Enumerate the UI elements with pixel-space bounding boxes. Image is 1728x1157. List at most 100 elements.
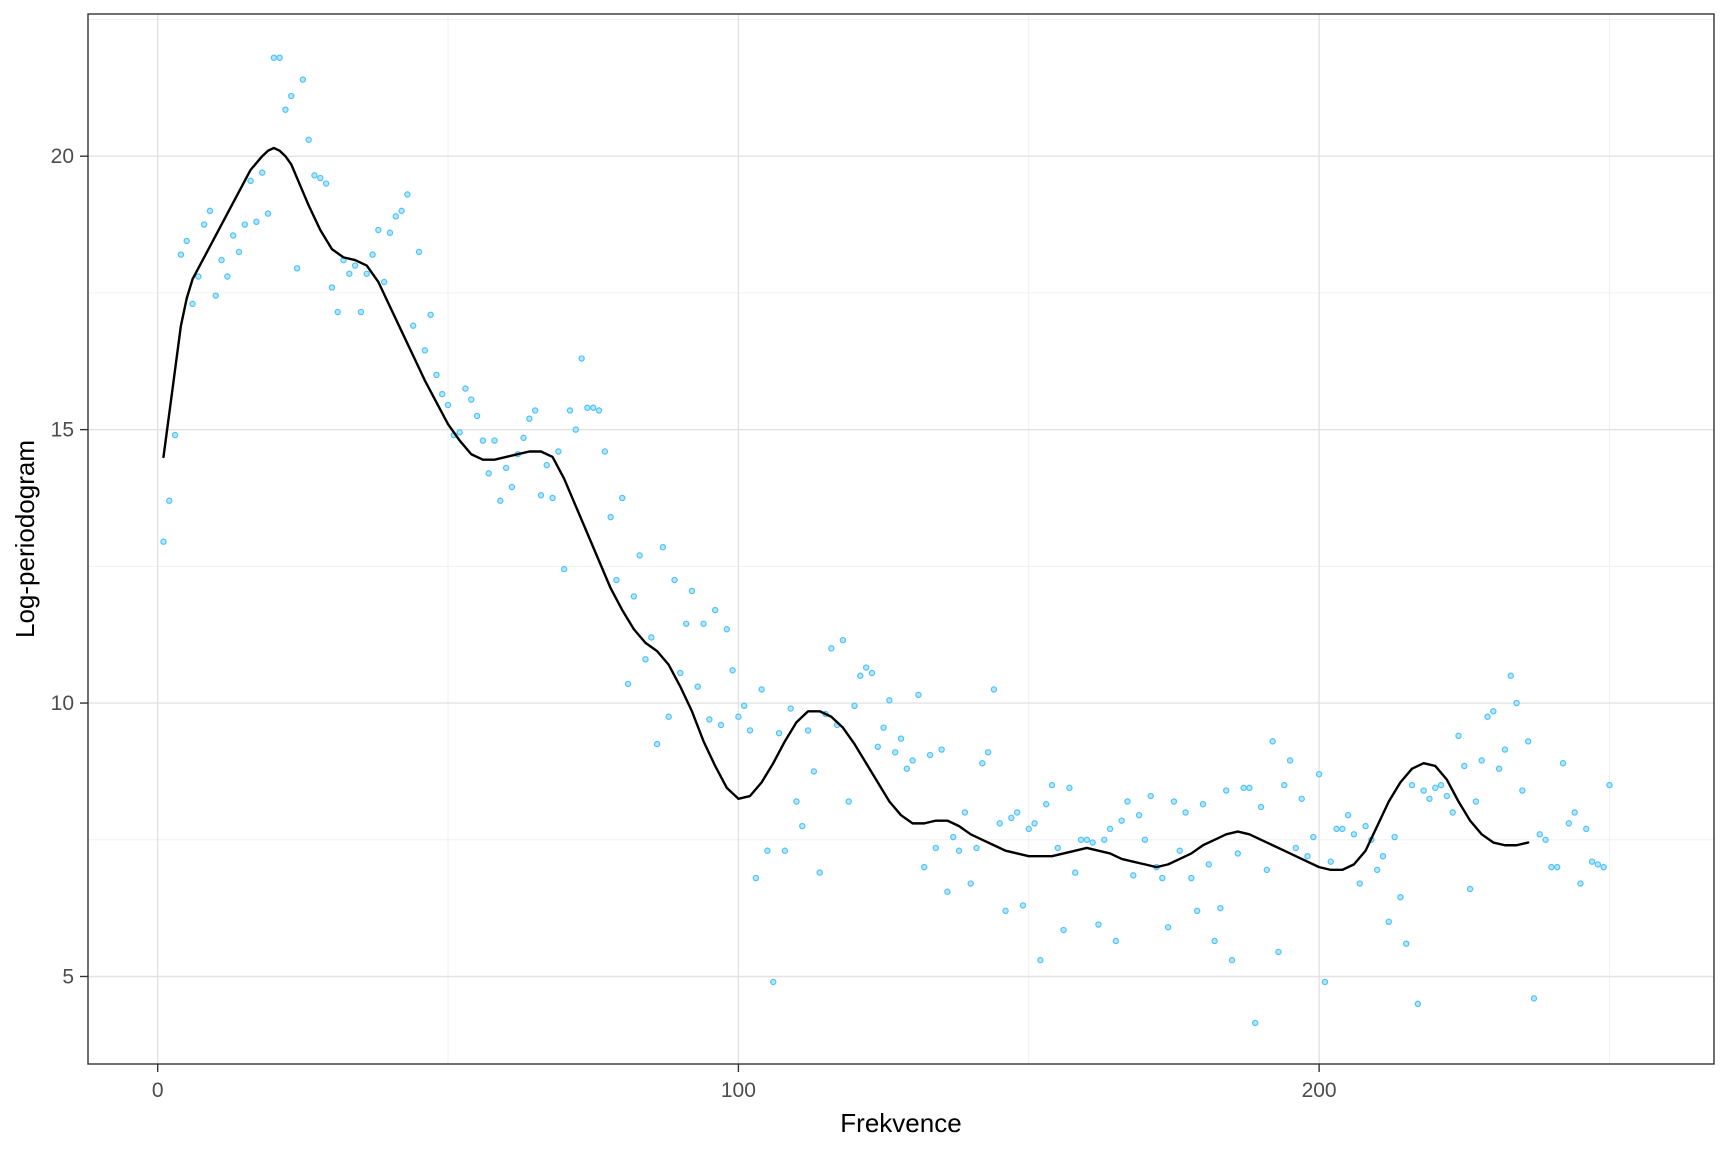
data-point: [642, 656, 649, 663]
data-point: [1025, 825, 1032, 833]
data-point: [1222, 787, 1230, 794]
data-point: [711, 606, 719, 614]
data-point: [839, 636, 847, 644]
data-point: [746, 727, 754, 734]
data-point: [1507, 672, 1514, 679]
data-point: [1321, 978, 1329, 986]
data-point: [979, 760, 986, 767]
data-point: [1344, 811, 1352, 819]
data-point: [613, 576, 620, 584]
data-point: [1327, 858, 1334, 865]
data-point: [375, 226, 382, 234]
data-point: [1501, 746, 1509, 753]
data-point: [793, 798, 800, 805]
data-point: [311, 172, 318, 179]
data-point: [961, 809, 969, 816]
data-point: [160, 538, 167, 545]
data-point: [1443, 792, 1451, 800]
data-point: [868, 669, 876, 677]
data-point: [1193, 907, 1201, 915]
data-point: [1042, 801, 1050, 808]
data-point: [1536, 831, 1543, 838]
data-point: [1281, 781, 1288, 789]
data-point: [578, 355, 585, 362]
data-point: [1060, 926, 1067, 934]
data-point: [1437, 781, 1445, 789]
data-point: [346, 270, 353, 277]
data-point: [206, 207, 214, 215]
data-point: [648, 634, 655, 641]
data-point: [781, 847, 789, 854]
data-point: [305, 136, 312, 143]
data-point: [1083, 836, 1091, 843]
data-point: [520, 434, 527, 442]
data-point: [688, 587, 696, 595]
data-point: [1176, 847, 1183, 854]
data-point: [508, 483, 516, 491]
data-point: [555, 448, 562, 455]
data-point: [926, 751, 934, 759]
data-point: [462, 385, 469, 392]
data-point: [1077, 836, 1085, 843]
data-point: [944, 888, 951, 895]
data-point: [723, 626, 730, 633]
data-point: [1240, 784, 1247, 792]
data-point: [851, 702, 858, 710]
data-point: [903, 765, 911, 772]
data-point: [984, 749, 992, 756]
data-point: [665, 713, 672, 720]
y-tick-label: 10: [51, 692, 74, 715]
data-point: [1478, 757, 1485, 764]
data-point: [293, 265, 301, 272]
data-point: [1600, 863, 1607, 871]
data-point: [659, 544, 667, 551]
data-point: [473, 412, 481, 420]
data-point: [758, 686, 765, 693]
data-point: [264, 210, 272, 217]
data-point: [288, 92, 295, 100]
data-point: [502, 464, 510, 472]
data-point: [392, 213, 399, 220]
data-point: [804, 727, 812, 734]
data-point: [1031, 820, 1038, 827]
data-point: [1455, 732, 1462, 740]
data-point: [468, 396, 475, 403]
data-point: [1426, 795, 1433, 802]
data-point: [1124, 798, 1131, 805]
data-point: [996, 820, 1003, 827]
data-point: [1286, 757, 1294, 764]
data-point: [862, 664, 870, 671]
data-point: [334, 308, 341, 316]
data-point: [253, 218, 260, 226]
data-point: [1292, 844, 1300, 852]
data-point: [1449, 809, 1456, 816]
data-point: [421, 347, 429, 354]
data-point: [810, 768, 818, 775]
data-point: [624, 680, 632, 688]
data-point: [752, 874, 760, 882]
data-point: [1466, 885, 1474, 893]
data-point: [764, 847, 771, 854]
data-point: [1379, 852, 1387, 860]
data-point: [1135, 811, 1143, 819]
data-point: [491, 437, 498, 444]
data-point: [1141, 836, 1149, 843]
data-point: [932, 844, 940, 852]
data-point: [1013, 809, 1021, 816]
data-point: [195, 273, 202, 280]
data-point: [950, 833, 957, 841]
data-point: [1228, 956, 1236, 964]
data-point: [584, 404, 591, 411]
data-point: [177, 251, 185, 258]
data-point: [1118, 817, 1125, 824]
data-point: [1403, 940, 1410, 947]
data-point: [787, 705, 794, 712]
data-point: [572, 426, 580, 433]
data-point: [317, 174, 324, 182]
data-point: [1362, 822, 1369, 830]
data-point: [973, 844, 980, 852]
data-point: [735, 713, 742, 720]
data-point: [1397, 894, 1404, 901]
